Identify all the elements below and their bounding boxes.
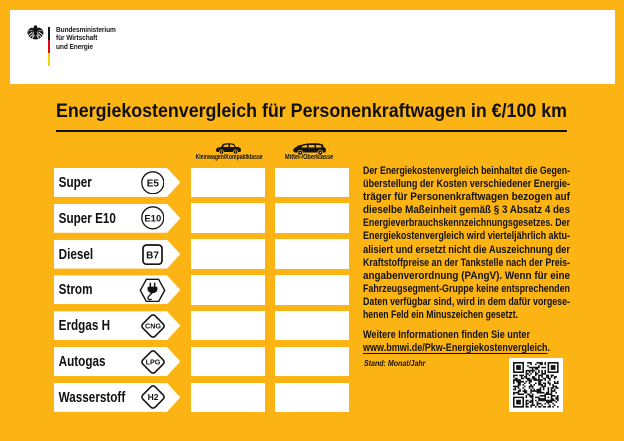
- svg-text:B7: B7: [146, 250, 159, 261]
- svg-text:H2: H2: [147, 392, 158, 402]
- svg-text:CNG: CNG: [145, 321, 161, 330]
- svg-text:E5: E5: [146, 178, 159, 189]
- svg-text:LPG: LPG: [145, 357, 160, 366]
- svg-text:E10: E10: [144, 214, 161, 225]
